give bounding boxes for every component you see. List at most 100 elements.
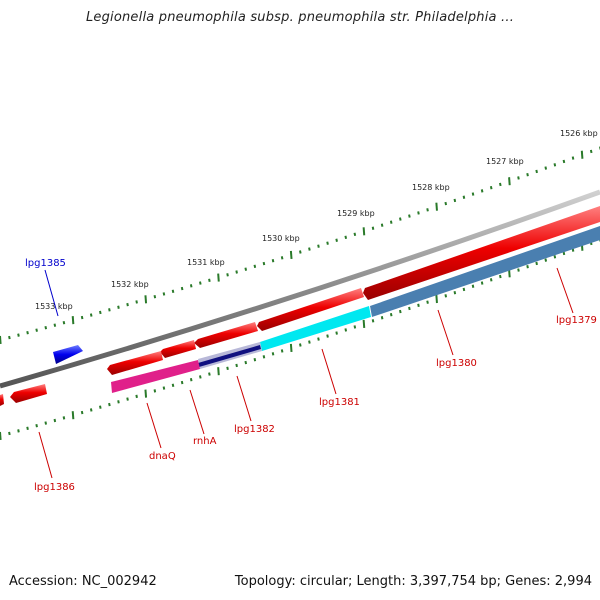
gene-lpg1379-arrow[interactable] xyxy=(363,206,600,300)
outer-scale-minor-tick xyxy=(571,156,575,160)
inner-scale-minor-tick xyxy=(199,375,202,379)
outer-scale-minor-tick xyxy=(399,217,402,221)
outer-scale-minor-tick xyxy=(271,258,275,263)
inner-scale-major-tick xyxy=(144,389,148,398)
gene-label-lpg1379[interactable]: lpg1379 xyxy=(556,315,597,326)
outer-scale-minor-tick xyxy=(253,264,257,269)
inner-scale-major-tick xyxy=(0,431,2,441)
outer-scale-major-tick xyxy=(217,273,220,282)
gene-label-lpg1385[interactable]: lpg1385 xyxy=(25,258,66,269)
gene-rnhA-forward-arrow[interactable] xyxy=(194,322,258,348)
outer-scale-minor-tick xyxy=(535,169,538,174)
outer-scale-minor-tick xyxy=(408,214,411,218)
gene-dnaQ-forward-arrow[interactable] xyxy=(107,351,163,375)
inner-scale-minor-tick xyxy=(253,357,257,362)
inner-scale-minor-tick xyxy=(499,274,502,279)
outer-scale-minor-tick xyxy=(544,166,548,170)
outer-scale-minor-tick xyxy=(126,302,129,307)
inner-scale-minor-tick xyxy=(408,306,411,311)
inner-scale-minor-tick xyxy=(126,397,129,401)
gene-label-lpg1382[interactable]: lpg1382 xyxy=(234,424,275,435)
outer-scale-minor-tick xyxy=(17,333,20,337)
outer-scale-minor-tick xyxy=(562,159,566,164)
outer-scale-major-tick xyxy=(435,202,438,211)
outer-scale-minor-tick xyxy=(162,292,166,296)
outer-scale-minor-tick xyxy=(280,256,284,260)
scale-label-1527: 1527 kbp xyxy=(486,157,524,166)
inner-scale-major-tick xyxy=(217,367,220,376)
gene-label-dnaQ[interactable]: dnaQ xyxy=(149,451,176,462)
outer-scale-minor-tick xyxy=(344,235,348,239)
outer-scale-minor-tick xyxy=(99,310,102,315)
inner-scale-minor-tick xyxy=(244,360,248,365)
outer-scale-major-tick xyxy=(508,177,511,186)
gene-lpg1379-reverse-bar[interactable] xyxy=(370,226,600,317)
inner-scale-minor-tick xyxy=(280,349,284,353)
inner-scale-minor-tick xyxy=(135,394,138,399)
gene-label-lpg1380[interactable]: lpg1380 xyxy=(436,358,477,369)
genome-summary-text: Topology: circular; Length: 3,397,754 bp… xyxy=(234,574,592,589)
gene-label-rnhA[interactable]: rnhA xyxy=(193,436,217,447)
outer-scale-major-tick xyxy=(71,316,75,325)
scale-label-1526: 1526 kbp xyxy=(560,129,598,138)
gene-lpg1382-core-bar[interactable] xyxy=(198,345,261,367)
gene-label-lpg1381[interactable]: lpg1381 xyxy=(319,397,360,408)
outer-scale-minor-tick xyxy=(80,315,84,320)
inner-scale-minor-tick xyxy=(562,251,566,256)
outer-scale-minor-tick xyxy=(180,286,184,291)
gene-label-lpg1386[interactable]: lpg1386 xyxy=(34,482,75,493)
outer-scale-minor-tick xyxy=(499,182,502,187)
inner-scale-major-tick xyxy=(71,411,75,420)
scale-label-1528: 1528 kbp xyxy=(412,183,450,192)
accession-text: Accession: NC_002942 xyxy=(9,574,157,589)
outer-scale-minor-tick xyxy=(226,273,229,277)
inner-scale-minor-tick xyxy=(444,294,448,298)
inner-scale-minor-tick xyxy=(153,389,157,393)
gene-rnhA-reverse-bar[interactable] xyxy=(111,360,200,393)
outer-scale-minor-tick xyxy=(108,308,111,312)
gene-lpg1385-arrow[interactable] xyxy=(53,345,83,364)
outer-scale-major-tick xyxy=(144,295,148,304)
inner-scale-minor-tick xyxy=(335,331,338,335)
outer-scale-minor-tick xyxy=(426,208,429,212)
inner-scale-minor-tick xyxy=(53,418,57,423)
gene-forward-small-1[interactable] xyxy=(160,340,196,358)
outer-scale-major-tick xyxy=(362,227,366,236)
inner-scale-minor-tick xyxy=(235,363,238,368)
inner-scale-minor-tick xyxy=(62,416,66,420)
inner-scale-minor-tick xyxy=(535,261,538,266)
outer-scale-minor-tick xyxy=(89,313,93,317)
scale-label-1532: 1532 kbp xyxy=(111,280,149,289)
inner-scale-minor-tick xyxy=(453,290,457,295)
inner-scale-minor-tick xyxy=(399,309,402,314)
inner-scale-minor-tick xyxy=(26,426,29,431)
inner-scale-minor-tick xyxy=(517,268,520,272)
outer-scale-minor-tick xyxy=(480,189,484,193)
inner-scale-minor-tick xyxy=(526,265,529,269)
inner-scale-minor-tick xyxy=(189,378,193,382)
outer-scale-minor-tick xyxy=(235,270,238,274)
outer-scale-minor-tick xyxy=(417,211,420,215)
inner-scale-minor-tick xyxy=(317,337,320,341)
inner-scale-minor-tick xyxy=(262,355,266,359)
gene-lpg1381-reverse-bar[interactable] xyxy=(260,306,371,351)
scale-label-1531: 1531 kbp xyxy=(187,258,225,267)
outer-scale-minor-tick xyxy=(489,185,493,190)
forward-strand-genes xyxy=(0,206,600,406)
gene-lpg1386-arrow[interactable] xyxy=(10,384,47,403)
outer-scale-minor-tick xyxy=(308,247,311,251)
inner-scale-minor-tick xyxy=(99,405,102,409)
outer-scale-minor-tick xyxy=(299,250,302,254)
outer-scale-minor-tick xyxy=(53,323,57,327)
inner-scale-minor-tick xyxy=(417,303,420,308)
inner-scale-minor-tick xyxy=(8,431,11,436)
inner-scale-minor-tick xyxy=(344,328,348,332)
outer-scale-minor-tick xyxy=(353,232,357,236)
gene-lpg1380-forward-arrow[interactable] xyxy=(257,288,364,331)
inner-scale-minor-tick xyxy=(208,372,211,376)
outer-scale-minor-tick xyxy=(380,223,384,227)
outer-scale-minor-tick xyxy=(371,226,375,230)
outer-scale-minor-tick xyxy=(453,198,457,203)
inner-scale-minor-tick xyxy=(471,284,475,288)
gene-edge-left-arrow[interactable] xyxy=(0,394,4,406)
